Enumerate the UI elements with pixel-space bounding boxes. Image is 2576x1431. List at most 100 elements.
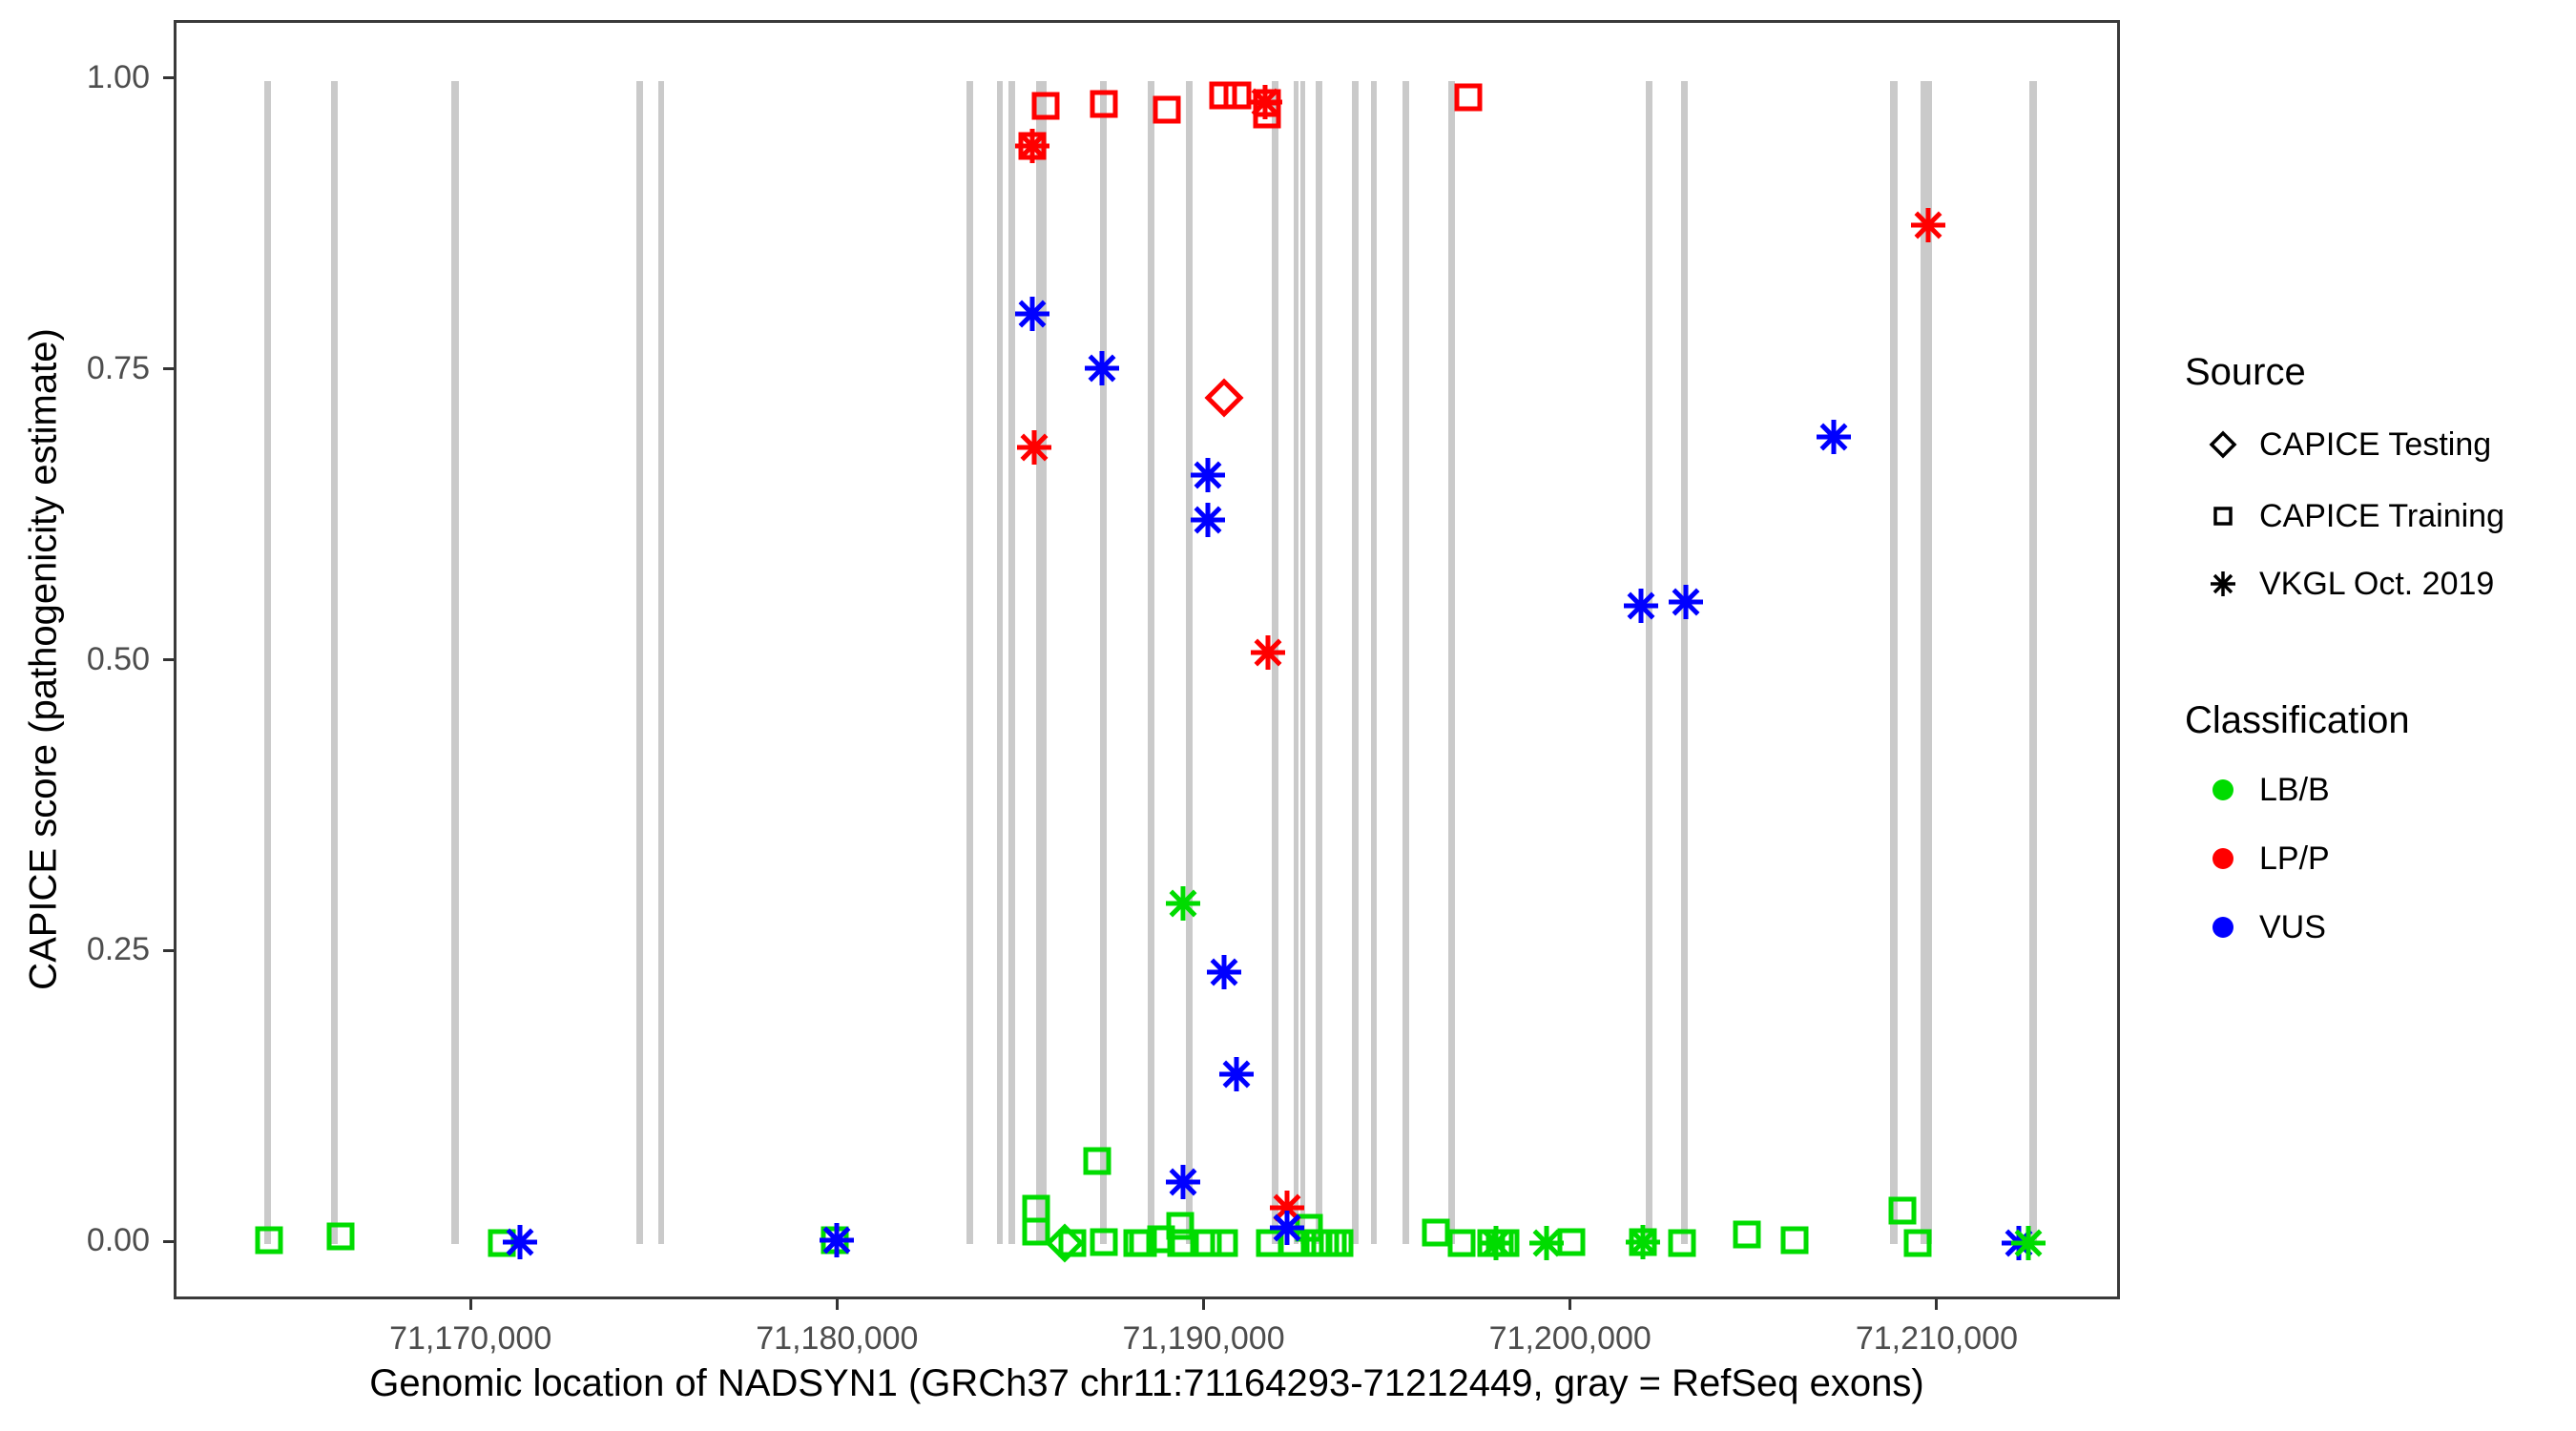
data-point-vkgl: [1215, 1053, 1257, 1100]
data-point-training: [1140, 1218, 1182, 1265]
x-tick-label: 71,170,000: [389, 1320, 552, 1357]
y-tick-label: 0.50: [86, 640, 150, 677]
legend-label: LP/P: [2259, 840, 2330, 877]
data-point-training: [1011, 125, 1053, 172]
data-point-training: [1051, 1222, 1093, 1269]
x-tick-label: 71,180,000: [756, 1320, 919, 1357]
y-tick-label: 0.75: [86, 349, 150, 386]
data-point-training: [1470, 1222, 1512, 1269]
green-dot-icon: [2200, 767, 2246, 813]
data-point-training: [1187, 1222, 1229, 1269]
legend-label: CAPICE Testing: [2259, 425, 2492, 463]
exon-bar: [2029, 80, 2037, 1245]
data-point-training: [481, 1222, 523, 1269]
legend-classification-title: Classification: [2185, 699, 2410, 741]
data-point-training: [1160, 1222, 1202, 1269]
exon-bar: [1100, 80, 1108, 1245]
data-point-vkgl: [1013, 426, 1055, 473]
exon-bar: [450, 80, 460, 1245]
exon-bar: [1890, 80, 1898, 1245]
data-point-training: [1550, 1221, 1592, 1268]
data-point-vkgl: [1813, 416, 1855, 463]
legend-item-lpp: LP/P: [2200, 836, 2330, 881]
data-point-testing: [1044, 1222, 1086, 1269]
x-tick-mark: [468, 1299, 472, 1310]
exon-bar: [1402, 80, 1410, 1245]
exon-bar: [1271, 80, 1278, 1245]
plot-panel: [174, 20, 2120, 1299]
data-point-training: [1479, 1222, 1521, 1269]
exon-bar: [1681, 80, 1689, 1245]
x-tick-mark: [1935, 1299, 1939, 1310]
data-point-vkgl: [1475, 1222, 1517, 1269]
legend-item-capice-training: CAPICE Training: [2200, 493, 2504, 539]
x-tick-mark: [1202, 1299, 1206, 1310]
data-point-vkgl: [1162, 882, 1204, 929]
data-point-vkgl: [1011, 293, 1053, 340]
exon-bar: [1645, 80, 1653, 1245]
data-point-training: [1485, 1222, 1527, 1269]
x-tick-label: 71,210,000: [1855, 1320, 2018, 1357]
exon-bar: [635, 80, 643, 1245]
data-point-vkgl: [1162, 1161, 1204, 1208]
y-tick-label: 0.25: [86, 931, 150, 968]
y-tick-mark: [163, 1239, 174, 1243]
data-point-training: [1304, 1222, 1346, 1269]
data-point-training: [1774, 1219, 1816, 1266]
y-tick-label: 1.00: [86, 58, 150, 95]
data-point-training: [1076, 1140, 1118, 1187]
data-point-training: [1881, 1190, 1923, 1236]
exon-bar: [966, 80, 973, 1245]
data-point-vkgl: [1187, 499, 1229, 546]
data-point-training: [1202, 74, 1244, 121]
exon-bar: [330, 80, 338, 1245]
asterisk-icon: [2200, 561, 2246, 607]
y-tick-mark: [163, 76, 174, 80]
data-point-vkgl: [816, 1219, 858, 1266]
legend-item-vkgl: VKGL Oct. 2019: [2200, 561, 2494, 607]
exon-bar: [658, 80, 665, 1245]
diamond-icon: [2200, 422, 2246, 467]
legend-source-title: Source: [2185, 351, 2306, 393]
data-point-testing: [1203, 377, 1245, 424]
legend-item-lbb: LB/B: [2200, 767, 2330, 813]
data-point-training: [320, 1215, 362, 1262]
exon-bar: [1294, 80, 1299, 1245]
x-tick-label: 71,190,000: [1122, 1320, 1285, 1357]
y-tick-mark: [163, 658, 174, 661]
data-point-vkgl: [1620, 585, 1662, 632]
data-point-training: [1246, 82, 1288, 129]
data-point-vkgl: [499, 1221, 541, 1268]
data-point-vkgl: [1203, 951, 1245, 998]
legend-label: CAPICE Training: [2259, 497, 2504, 534]
square-icon: [2200, 493, 2246, 539]
data-point-vkgl: [1526, 1222, 1568, 1269]
data-point-vkgl: [1622, 1221, 1664, 1268]
data-point-training: [1216, 74, 1258, 121]
legend-item-capice-testing: CAPICE Testing: [2200, 422, 2491, 467]
exon-bar: [1035, 80, 1047, 1245]
data-point-training: [1122, 1222, 1164, 1269]
exon-bar: [263, 80, 271, 1245]
data-point-training: [1441, 1222, 1483, 1269]
x-tick-mark: [1568, 1299, 1572, 1310]
x-axis-title: Genomic location of NADSYN1 (GRCh37 chr1…: [369, 1362, 1924, 1404]
data-point-training: [1246, 93, 1288, 140]
y-tick-mark: [163, 948, 174, 952]
exon-bar: [1316, 80, 1322, 1245]
exon-bar: [997, 80, 1004, 1245]
exon-bar: [1352, 80, 1359, 1245]
data-point-training: [1726, 1213, 1768, 1260]
data-point-training: [1249, 1222, 1291, 1269]
data-point-training: [1622, 1221, 1664, 1268]
exon-bar: [1920, 80, 1932, 1245]
y-tick-label: 0.00: [86, 1222, 150, 1259]
data-point-training: [1159, 1205, 1201, 1252]
exon-bar: [1299, 80, 1305, 1245]
legend-label: VKGL Oct. 2019: [2259, 565, 2495, 602]
data-point-vkgl: [1244, 81, 1286, 128]
legend-label: VUS: [2259, 908, 2326, 945]
y-tick-mark: [163, 367, 174, 371]
blue-dot-icon: [2200, 904, 2246, 950]
